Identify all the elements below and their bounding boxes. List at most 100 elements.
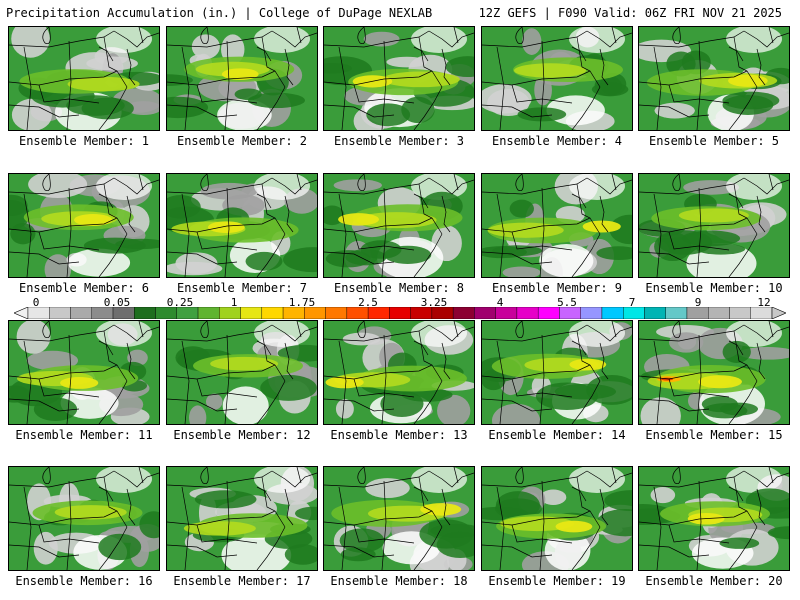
- precip-map: [482, 467, 632, 570]
- member-map-5: [638, 26, 790, 131]
- colorbar-swatch: [219, 307, 241, 319]
- precip-map: [639, 321, 789, 424]
- precip-map: [639, 174, 789, 277]
- member-label-5: Ensemble Member: 5: [648, 134, 780, 148]
- colorbar-tick-label: 9: [694, 296, 702, 309]
- colorbar-tick-label: 5.5: [557, 296, 577, 309]
- colorbar-swatch: [197, 307, 220, 319]
- precip-map: [167, 174, 317, 277]
- precip-map: [324, 467, 474, 570]
- colorbar-tick-label: 7: [628, 296, 636, 309]
- precip-map: [167, 321, 317, 424]
- member-map-11: [8, 320, 160, 425]
- colorbar-swatch: [27, 307, 50, 319]
- member-map-12: [166, 320, 318, 425]
- precip-map: [9, 467, 159, 570]
- colorbar-swatch: [665, 307, 688, 319]
- colorbar-tick-label: 12: [757, 296, 771, 309]
- colorbar-swatch: [644, 307, 666, 319]
- colorbar-swatch: [410, 307, 433, 319]
- colorbar-swatch: [495, 307, 518, 319]
- member-label-3: Ensemble Member: 3: [333, 134, 465, 148]
- colorbar-swatch: [537, 307, 560, 319]
- precip-map: [9, 27, 159, 130]
- precip-map: [167, 27, 317, 130]
- colorbar-max-arrow: [771, 307, 786, 319]
- member-label-12: Ensemble Member: 12: [173, 428, 311, 442]
- colorbar-swatch: [708, 307, 730, 319]
- precip-map: [324, 174, 474, 277]
- colorbar-tick-label: 4: [496, 296, 504, 309]
- member-map-2: [166, 26, 318, 131]
- member-label-19: Ensemble Member: 19: [488, 574, 626, 588]
- member-map-1: [8, 26, 160, 131]
- member-map-4: [481, 26, 633, 131]
- colorbar-swatch: [134, 307, 156, 319]
- model-valid-time: 12Z GEFS | F090 Valid: 06Z FRI NOV 21 20…: [478, 6, 782, 20]
- member-label-10: Ensemble Member: 10: [645, 281, 783, 295]
- member-map-13: [323, 320, 475, 425]
- member-label-2: Ensemble Member: 2: [176, 134, 308, 148]
- colorbar-swatch: [282, 307, 305, 319]
- member-map-10: [638, 173, 790, 278]
- member-label-15: Ensemble Member: 15: [645, 428, 783, 442]
- member-map-6: [8, 173, 160, 278]
- colorbar-swatch: [304, 307, 326, 319]
- colorbar-swatch: [601, 307, 624, 319]
- member-label-8: Ensemble Member: 8: [333, 281, 465, 295]
- member-map-18: [323, 466, 475, 571]
- colorbar-swatch: [261, 307, 284, 319]
- precip-map: [9, 321, 159, 424]
- colorbar-swatch: [325, 307, 348, 319]
- colorbar-tick-labels: 0 0.05 0.25 1 1.75 2.5 3.25 4 5.5 7 9 12: [14, 296, 786, 309]
- colorbar-swatch: [91, 307, 114, 319]
- precip-map: [482, 321, 632, 424]
- precip-map: [639, 27, 789, 130]
- colorbar-swatch: [559, 307, 581, 319]
- member-map-17: [166, 466, 318, 571]
- precip-map: [639, 467, 789, 570]
- colorbar-swatch: [389, 307, 411, 319]
- member-label-14: Ensemble Member: 14: [488, 428, 626, 442]
- member-label-11: Ensemble Member: 11: [15, 428, 153, 442]
- colorbar-swatch: [452, 307, 475, 319]
- colorbar-tick-label: 1.75: [288, 296, 316, 309]
- colorbar-tick-label: 0: [32, 296, 40, 309]
- colorbar-swatch: [367, 307, 390, 319]
- colorbar-swatch: [431, 307, 454, 319]
- precip-map: [9, 174, 159, 277]
- member-map-14: [481, 320, 633, 425]
- colorbar-swatch: [240, 307, 263, 319]
- member-label-18: Ensemble Member: 18: [330, 574, 468, 588]
- member-map-15: [638, 320, 790, 425]
- colorbar-tick-label: 0.05: [103, 296, 131, 309]
- member-map-9: [481, 173, 633, 278]
- member-label-7: Ensemble Member: 7: [176, 281, 308, 295]
- precip-map: [167, 467, 317, 570]
- precip-map: [482, 27, 632, 130]
- colorbar-swatch: [516, 307, 539, 319]
- member-label-6: Ensemble Member: 6: [18, 281, 150, 295]
- precip-map: [324, 321, 474, 424]
- colorbar-swatch: [176, 307, 199, 319]
- member-label-4: Ensemble Member: 4: [491, 134, 623, 148]
- map-title: Precipitation Accumulation (in.) | Colle…: [6, 6, 433, 20]
- colorbar-swatch: [729, 307, 751, 319]
- member-map-19: [481, 466, 633, 571]
- colorbar-swatch: [623, 307, 645, 319]
- colorbar-swatches: [14, 307, 786, 319]
- member-label-16: Ensemble Member: 16: [15, 574, 153, 588]
- colorbar-swatch: [750, 307, 773, 319]
- colorbar-min-arrow: [14, 307, 29, 319]
- member-label-13: Ensemble Member: 13: [330, 428, 468, 442]
- member-label-17: Ensemble Member: 17: [173, 574, 311, 588]
- member-map-3: [323, 26, 475, 131]
- colorbar-swatch: [70, 307, 92, 319]
- colorbar-swatch: [346, 307, 369, 319]
- colorbar-swatch: [686, 307, 709, 319]
- member-label-1: Ensemble Member: 1: [18, 134, 150, 148]
- member-map-20: [638, 466, 790, 571]
- colorbar-swatch: [155, 307, 178, 319]
- member-label-20: Ensemble Member: 20: [645, 574, 783, 588]
- colorbar-swatch: [474, 307, 496, 319]
